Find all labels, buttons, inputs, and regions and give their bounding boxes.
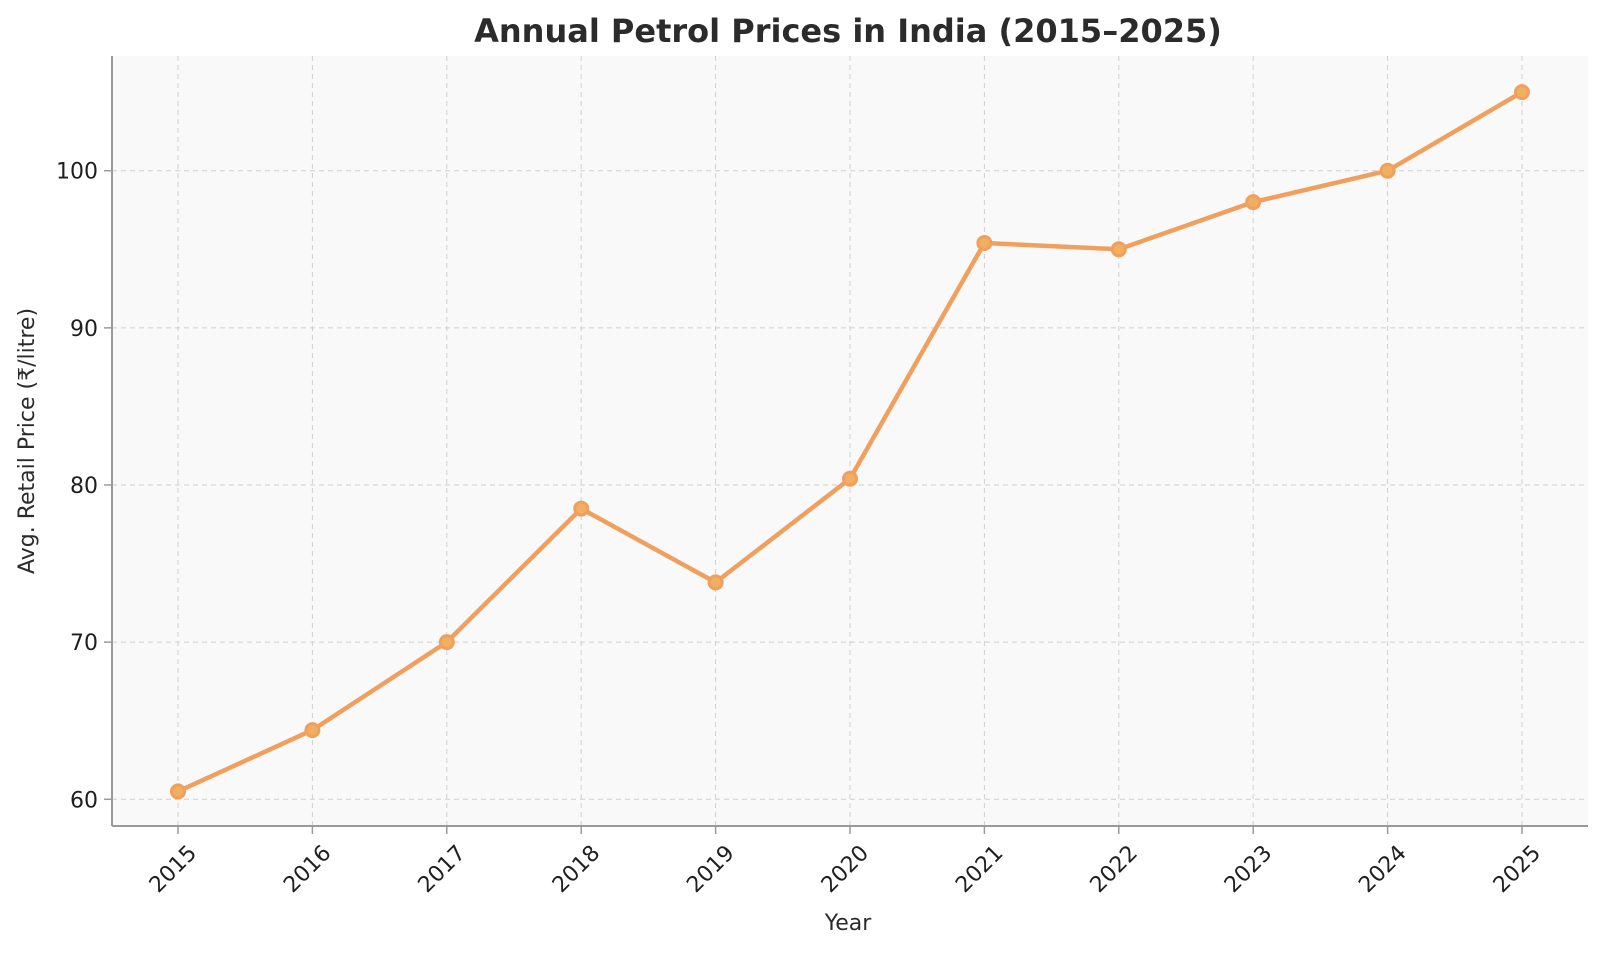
data-point bbox=[1110, 241, 1127, 258]
y-axis-ticks: 60 70 80 90 100 bbox=[56, 160, 112, 813]
x-tick-label: 2022 bbox=[1086, 841, 1143, 898]
data-point bbox=[1379, 162, 1396, 179]
data-point bbox=[304, 722, 321, 739]
data-point bbox=[1514, 84, 1530, 101]
x-tick-label: 2015 bbox=[145, 841, 202, 898]
data-point bbox=[573, 500, 590, 517]
data-point bbox=[1245, 194, 1262, 211]
y-axis-label: Avg. Retail Price (₹/litre) bbox=[15, 308, 40, 574]
plot-area bbox=[112, 56, 1588, 826]
grid-lines bbox=[112, 56, 1588, 826]
data-point bbox=[438, 634, 455, 651]
x-tick-label: 2023 bbox=[1220, 841, 1277, 898]
data-point bbox=[170, 783, 186, 800]
y-tick-label: 60 bbox=[70, 788, 98, 813]
x-tick-label: 2019 bbox=[682, 841, 739, 898]
x-tick-label: 2016 bbox=[279, 841, 336, 898]
x-tick-label: 2017 bbox=[414, 841, 471, 898]
x-tick-label: 2020 bbox=[817, 841, 874, 898]
series-group bbox=[170, 84, 1530, 800]
chart-title: Annual Petrol Prices in India (2015–2025… bbox=[474, 12, 1222, 50]
y-tick-label: 100 bbox=[56, 160, 98, 185]
x-tick-label: 2021 bbox=[951, 841, 1008, 898]
data-point bbox=[842, 470, 858, 487]
x-axis-ticks: 2015 2016 2017 2018 2019 2020 2021 2022 2023 2024… bbox=[145, 826, 1546, 898]
data-point bbox=[707, 574, 724, 591]
y-tick-label: 80 bbox=[70, 474, 98, 499]
x-tick-label: 2018 bbox=[548, 841, 605, 898]
data-point bbox=[976, 235, 993, 251]
y-tick-label: 90 bbox=[70, 317, 98, 342]
x-tick-label: 2024 bbox=[1354, 841, 1411, 898]
y-tick-label: 70 bbox=[70, 631, 98, 656]
x-axis-label: Year bbox=[824, 911, 873, 936]
x-tick-label: 2025 bbox=[1489, 841, 1546, 898]
